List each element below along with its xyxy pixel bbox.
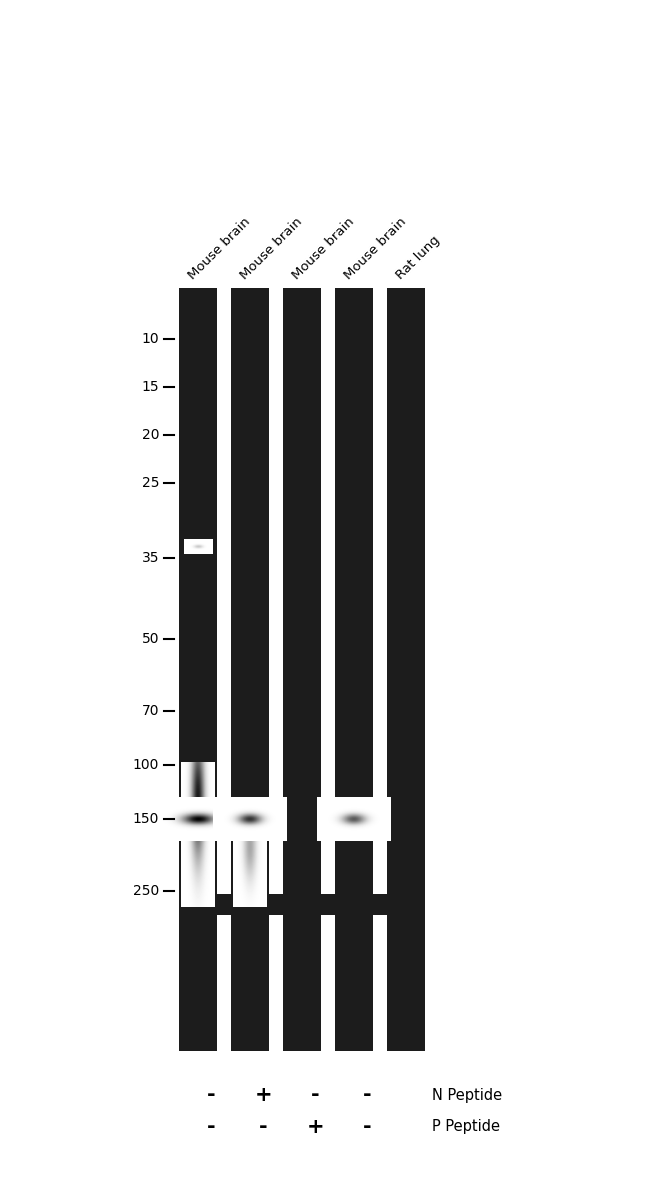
Text: N Peptide: N Peptide bbox=[432, 1088, 502, 1103]
Bar bbox=[179, 894, 425, 915]
Text: -: - bbox=[259, 1117, 268, 1136]
Text: 25: 25 bbox=[142, 476, 159, 490]
Text: Mouse brain: Mouse brain bbox=[238, 215, 305, 282]
Bar bbox=[179, 288, 217, 1051]
Text: 20: 20 bbox=[142, 428, 159, 442]
Text: 250: 250 bbox=[133, 884, 159, 898]
Bar bbox=[335, 288, 373, 1051]
Text: -: - bbox=[207, 1086, 216, 1105]
Text: 70: 70 bbox=[142, 704, 159, 718]
Text: Mouse brain: Mouse brain bbox=[290, 215, 357, 282]
Text: Mouse brain: Mouse brain bbox=[186, 215, 253, 282]
Text: P Peptide: P Peptide bbox=[432, 1119, 500, 1134]
Text: -: - bbox=[207, 1117, 216, 1136]
Text: 15: 15 bbox=[142, 380, 159, 394]
Text: 10: 10 bbox=[142, 331, 159, 346]
Text: 150: 150 bbox=[133, 812, 159, 826]
Bar bbox=[231, 288, 269, 1051]
Text: -: - bbox=[363, 1117, 372, 1136]
Bar bbox=[387, 288, 425, 1051]
Text: Rat lung: Rat lung bbox=[394, 234, 443, 282]
Bar bbox=[176, 288, 507, 1051]
Text: Mouse brain: Mouse brain bbox=[342, 215, 409, 282]
Text: +: + bbox=[254, 1086, 272, 1105]
Text: -: - bbox=[363, 1086, 372, 1105]
Bar bbox=[283, 288, 321, 1051]
Text: 100: 100 bbox=[133, 758, 159, 772]
Text: +: + bbox=[306, 1117, 324, 1136]
Text: -: - bbox=[311, 1086, 320, 1105]
Text: 35: 35 bbox=[142, 551, 159, 566]
Text: 50: 50 bbox=[142, 632, 159, 646]
